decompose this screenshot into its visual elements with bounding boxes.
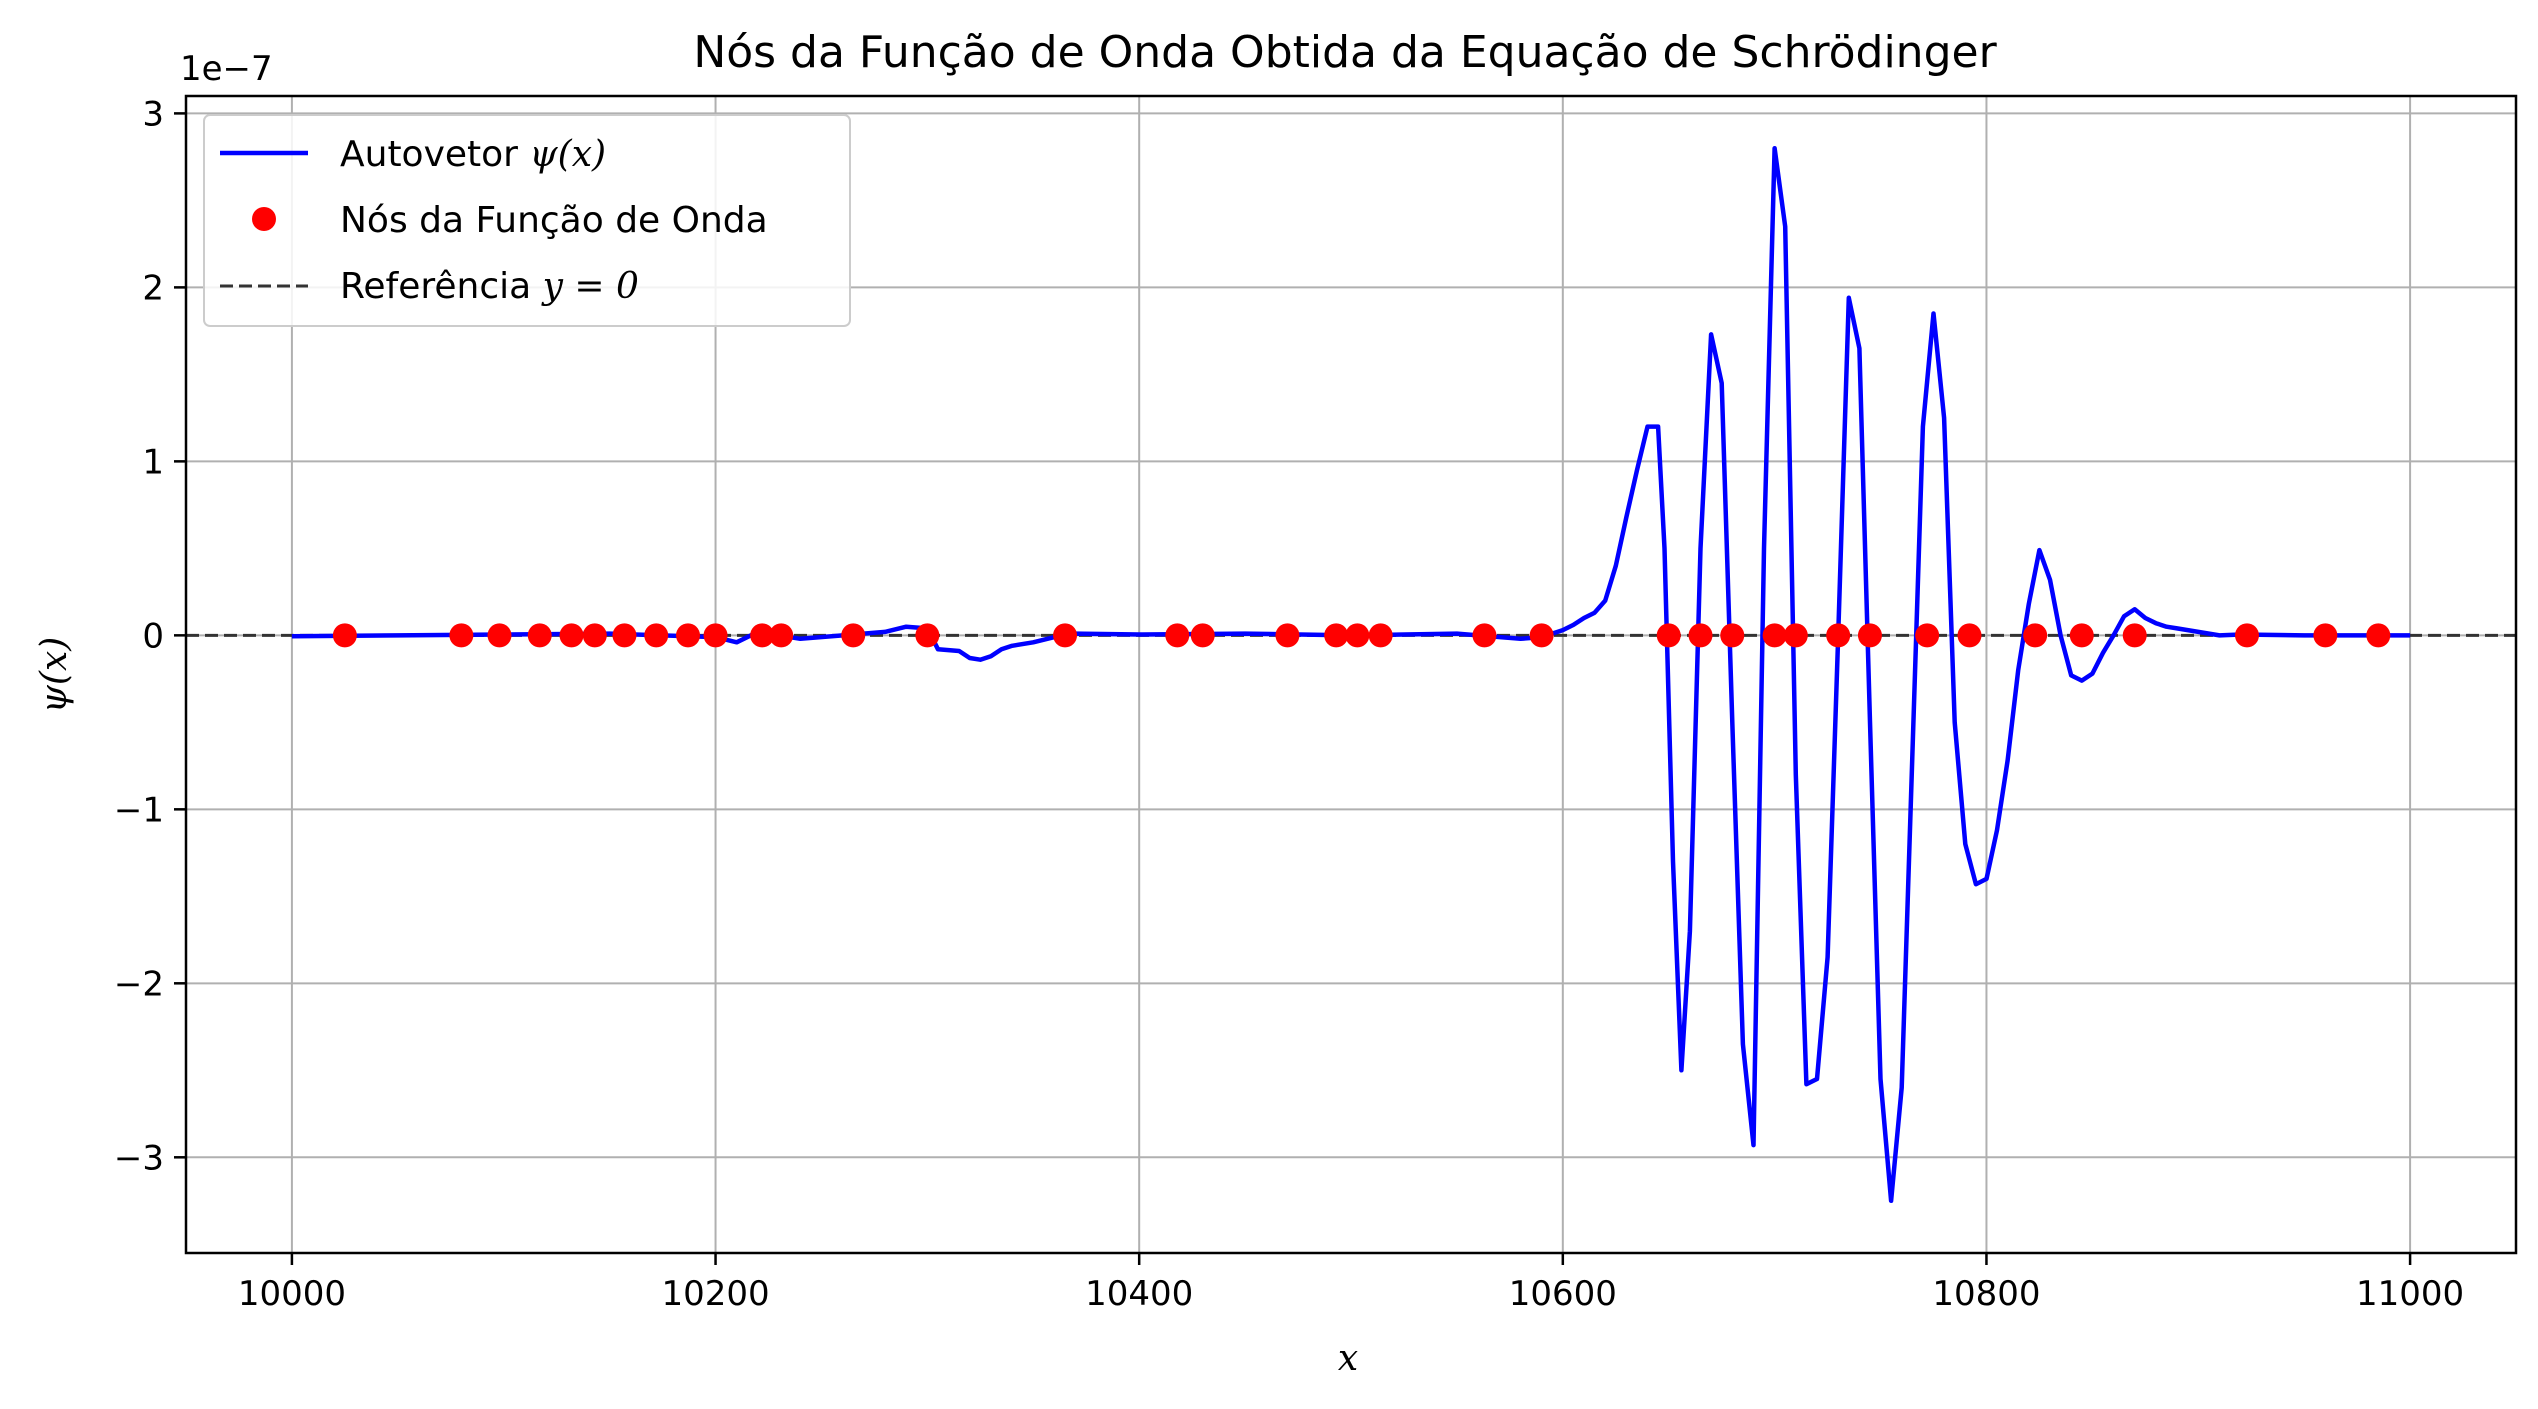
node-point: [1656, 623, 1681, 648]
node-point: [1762, 623, 1787, 648]
node-point: [487, 623, 512, 648]
node-point: [1324, 623, 1349, 648]
x-tick-label: 10600: [1509, 1274, 1617, 1314]
legend-ref-label: Referência y = 0: [340, 266, 639, 307]
x-tick-label: 10400: [1085, 1274, 1193, 1314]
node-point: [527, 623, 552, 648]
node-point: [1857, 623, 1882, 648]
y-tick-label: −1: [114, 790, 164, 830]
x-tick-label: 11000: [2356, 1274, 2464, 1314]
node-point: [1720, 623, 1745, 648]
node-point: [2366, 623, 2391, 648]
legend-nodes-swatch: [252, 207, 276, 231]
node-point: [2313, 623, 2338, 648]
plot-area: [291, 145, 2411, 1204]
node-point: [676, 623, 701, 648]
node-point: [1190, 623, 1215, 648]
legend-line-label: Autovetor ψ(x): [340, 134, 606, 175]
node-point: [332, 623, 357, 648]
node-point: [1472, 623, 1497, 648]
y-tick-label: −3: [114, 1138, 164, 1178]
legend-frame: [203, 114, 851, 327]
node-point: [1688, 623, 1713, 648]
x-tick-label: 10800: [1932, 1274, 2040, 1314]
node-point: [703, 623, 728, 648]
legend-line-prefix: Autovetor: [340, 134, 529, 175]
x-tick-label: 10200: [661, 1274, 769, 1314]
node-point: [644, 623, 669, 648]
legend: Autovetor ψ(x) Nós da Função de Onda Ref…: [203, 114, 851, 327]
nodes-series: [332, 623, 2391, 648]
x-axis-ticks: 10000 10200 10400 10600 10800 11000: [238, 1253, 2464, 1314]
y-axis-label: ψ(x): [34, 637, 75, 714]
y-offset-label: 1e−7: [180, 49, 273, 89]
psi-series-line: [291, 145, 2411, 1204]
legend-ref-prefix: Referência: [340, 266, 543, 307]
node-point: [559, 623, 584, 648]
node-point: [449, 623, 474, 648]
y-tick-label: 0: [142, 616, 164, 656]
node-point: [1957, 623, 1982, 648]
node-point: [612, 623, 637, 648]
node-point: [1053, 623, 1078, 648]
legend-ref-math: y = 0: [541, 266, 639, 307]
y-tick-label: 1: [142, 442, 164, 482]
node-point: [2122, 623, 2147, 648]
x-axis-label: x: [1338, 1338, 1358, 1379]
node-point: [1165, 623, 1190, 648]
node-point: [2234, 623, 2259, 648]
node-point: [1529, 623, 1554, 648]
node-point: [841, 623, 866, 648]
plot-frame: [184, 94, 2518, 1255]
chart-title: Nós da Função de Onda Obtida da Equação …: [693, 27, 1997, 78]
node-point: [1783, 623, 1808, 648]
node-point: [2023, 623, 2048, 648]
legend-nodes-label: Nós da Função de Onda: [340, 200, 768, 241]
node-point: [1345, 623, 1370, 648]
node-point: [915, 623, 940, 648]
node-point: [1368, 623, 1393, 648]
node-point: [769, 623, 794, 648]
node-point: [1275, 623, 1300, 648]
legend-line-math: ψ(x): [529, 134, 606, 175]
y-axis-ticks: −3 −2 −1 0 1 2 3: [114, 94, 186, 1178]
node-point: [2069, 623, 2094, 648]
y-tick-label: 2: [142, 268, 164, 308]
node-point: [582, 623, 607, 648]
x-tick-label: 10000: [238, 1274, 346, 1314]
node-point: [1915, 623, 1940, 648]
y-tick-label: −2: [114, 964, 164, 1004]
y-tick-label: 3: [142, 94, 164, 134]
node-point: [750, 623, 775, 648]
node-point: [1826, 623, 1851, 648]
